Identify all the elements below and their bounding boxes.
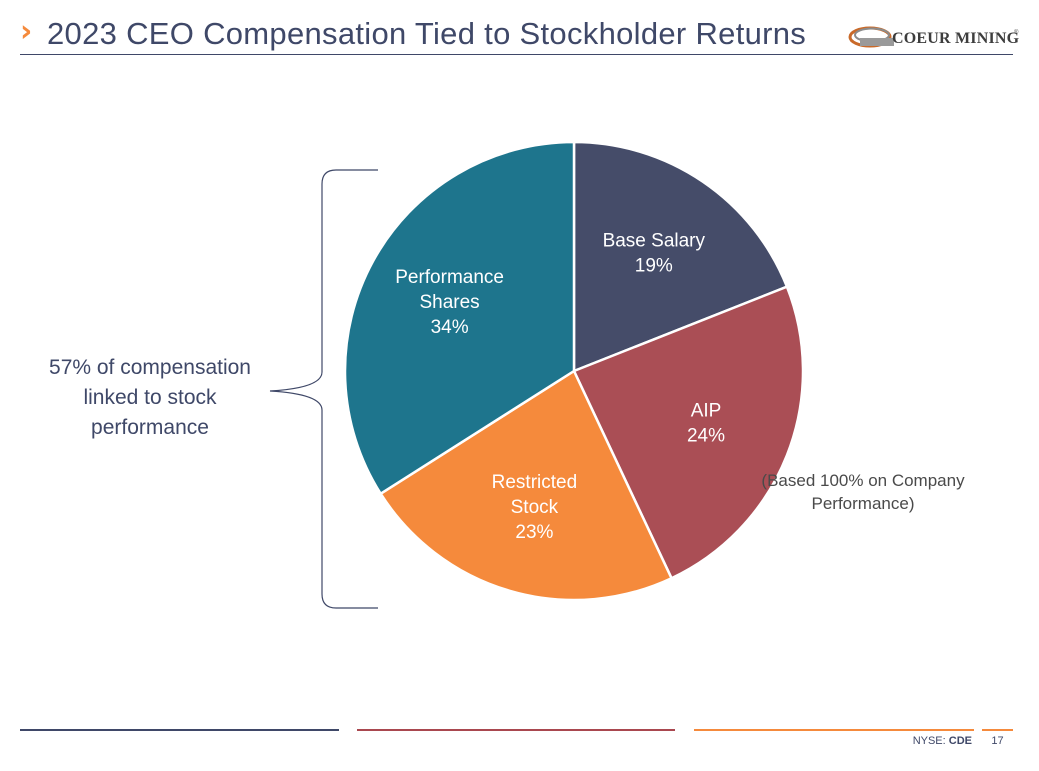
slice-name-label: Base Salary [603,231,706,252]
footer-rule-orange [694,729,974,731]
slice-name-label: Shares [419,292,479,313]
slice-name-label: Stock [511,497,559,518]
title-bar: › 2023 CEO Compensation Tied to Stockhol… [0,0,1039,60]
slice-name-label: AIP [691,400,722,421]
logo-registered-mark: ® [1014,30,1019,36]
pie-slice-performance-shares [343,140,576,496]
slice-name-label: Performance [395,267,504,288]
slice-percent-label: 24% [687,425,725,446]
pie-labels: Base Salary 19% AIP 24% Restricted Stock 23% Pe… [395,231,725,543]
slice-percent-label: 23% [515,522,553,543]
page-number: 17 [991,735,1004,747]
title-divider [20,54,1013,55]
exchange-label: NYSE: [912,735,946,747]
stock-ticker: NYSE: CDE [880,735,972,747]
slice-percent-label: 34% [431,317,469,338]
footer-rule-navy [20,729,339,731]
stock-linked-note: 57% of compensation linked to stock perf… [49,356,251,439]
logo-ring-icon [848,26,894,48]
slice-percent-label: 19% [635,256,673,277]
company-logo: COEUR MINING ® [848,24,1023,50]
stock-linked-brace [269,169,378,609]
pie-slice-restricted-stock [378,369,674,602]
logo-text: COEUR MINING [892,30,1020,47]
chevron-right-icon: › [20,14,33,49]
ticker-symbol: CDE [948,735,972,747]
pie-slice-aip [572,285,805,580]
aip-note: (Based 100% on Company Performance) [761,471,965,513]
page-title: 2023 CEO Compensation Tied to Stockholde… [47,16,807,51]
pie-slices [343,140,805,602]
slice-name-label: Restricted [492,472,578,493]
footer-rule-red [357,729,675,731]
footer-rule-orange-short [982,729,1013,731]
pie-slice-base-salary [572,140,789,373]
